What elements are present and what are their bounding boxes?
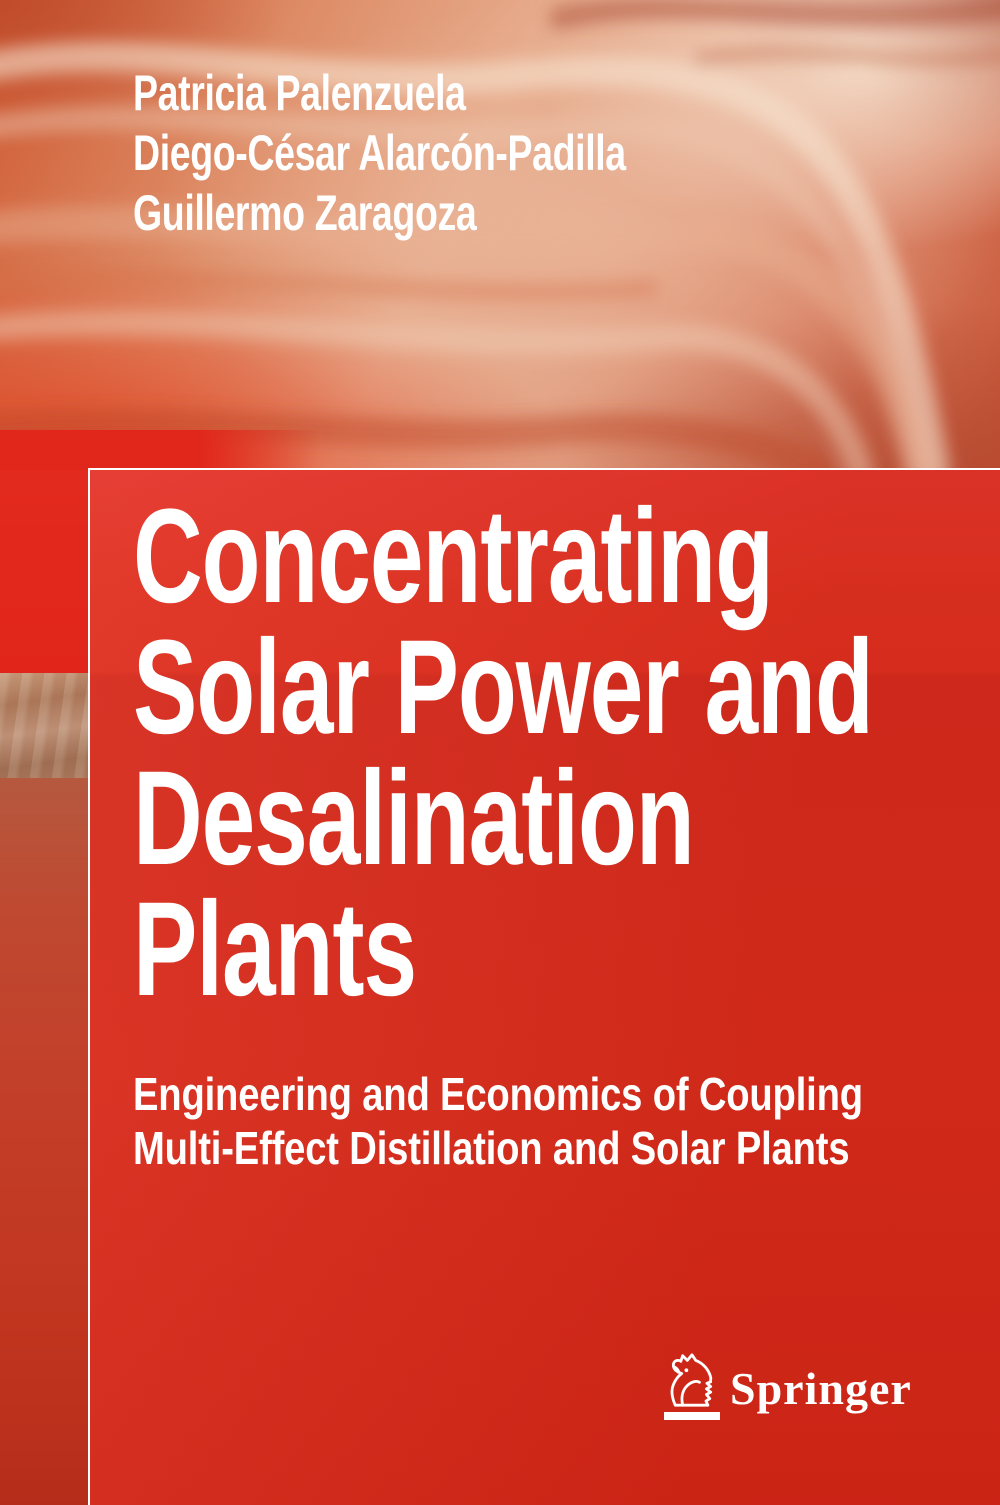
author-line: Diego-César Alarcón-Padilla	[133, 125, 626, 181]
title-line: Desalination	[133, 744, 695, 893]
springer-horse-icon	[670, 1353, 713, 1407]
author-line: Patricia Palenzuela	[133, 65, 466, 121]
title-line: Concentrating	[133, 482, 774, 631]
author-names: Patricia Palenzuela Diego-César Alarcón-…	[133, 63, 626, 243]
title-line: Solar Power and	[133, 613, 874, 762]
springer-logo: Springer	[664, 1352, 914, 1424]
title-line: Plants	[133, 875, 417, 1024]
springer-logo-underline	[664, 1412, 720, 1420]
horse-eye	[684, 1368, 689, 1373]
wave-texture-graphic	[0, 0, 1000, 470]
publisher-wordmark: Springer	[730, 1363, 912, 1414]
subtitle-line: Engineering and Economics of Coupling	[133, 1068, 863, 1120]
author-line: Guillermo Zaragoza	[133, 185, 477, 241]
title-panel	[88, 468, 1000, 1505]
cover-top-texture	[0, 0, 1000, 470]
book-title: Concentrating Solar Power and Desalinati…	[133, 482, 874, 1024]
left-strip-gradient	[0, 778, 88, 1505]
left-strip-red	[0, 470, 88, 673]
subtitle-line: Multi-Effect Distillation and Solar Plan…	[133, 1122, 850, 1174]
book-subtitle: Engineering and Economics of Coupling Mu…	[133, 1067, 863, 1175]
left-strip-tan-band	[0, 673, 88, 778]
red-wash-band	[0, 430, 320, 470]
